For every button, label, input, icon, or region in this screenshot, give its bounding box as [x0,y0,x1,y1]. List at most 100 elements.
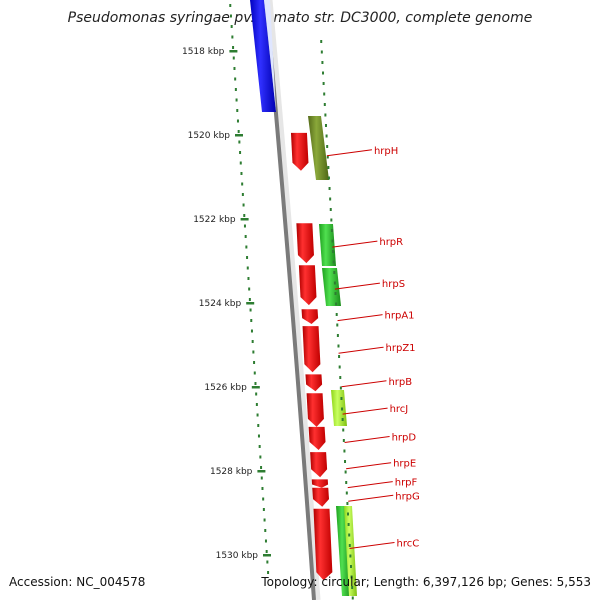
kbp-tick-label: 1528 kbp [210,467,253,477]
scale-dot [252,350,255,354]
scale-dot [347,523,350,526]
scale-dot [320,50,323,54]
gene-label-hrcJ: hrcJ [390,404,409,415]
scale-dot [231,35,234,39]
scale-dot [232,46,235,49]
scale-dot [262,497,265,501]
kbp-tick-label: 1518 kbp [182,47,225,57]
scale-dot [257,424,260,427]
scale-dot [330,218,333,222]
scale-dot [348,533,351,537]
scale-dot [322,82,325,85]
gene-hrpA1[interactable] [301,309,319,324]
scale-dot [255,392,258,396]
scale-dot [332,250,335,253]
gene-hrpG[interactable] [312,487,330,507]
scale-dot [237,130,240,133]
scale-dot [339,376,342,379]
scale-dot [329,197,332,201]
gene-hrpB[interactable] [305,374,323,392]
scale-dot [236,119,239,123]
gene-hrpR[interactable] [296,223,314,264]
scale-dot [336,334,339,337]
scale-dot [264,529,267,532]
gene-hrpH[interactable] [290,132,309,171]
gene-label-hrpF: hrpF [395,478,418,489]
backbone-shadow [265,0,321,600]
scale-dot [347,512,350,516]
gene-hrpE[interactable] [310,452,328,478]
accession-label: Accession: NC_004578 [9,575,146,589]
scale-dot [240,172,243,175]
gene-hrcC[interactable] [313,508,333,581]
scale-dot [241,182,244,186]
gene-label-hrpR: hrpR [379,237,403,248]
gene-hrpD[interactable] [308,426,326,450]
scale-dot [244,235,247,238]
scale-dot [255,403,258,406]
scale-dot [348,544,351,547]
blast-hit-hrpH [308,116,329,180]
scale-dot [235,98,238,102]
scale-dot [335,302,338,306]
scale-dot [344,470,347,474]
scale-dot [343,449,346,453]
scale-dot [349,554,352,558]
scale-dot [342,439,345,442]
scale-dot [259,455,262,459]
gene-hrpS[interactable] [298,265,317,306]
scale-dot [253,361,256,364]
gene-label-leader [341,380,387,388]
scale-dot [238,140,241,144]
kbp-tick-mark [251,386,260,389]
scale-dot [341,407,344,411]
scale-dot [264,539,267,543]
blast-hit-hrcC-a [336,506,351,596]
scale-dot [321,61,324,64]
scale-dot [258,445,261,448]
scale-dot [325,134,328,138]
scale-dot [327,166,330,169]
kbp-tick-label: 1520 kbp [188,131,231,141]
gene-hrpZ1[interactable] [302,326,321,373]
scale-dot [234,77,237,81]
scale-dot [256,413,259,417]
scale-dot [340,397,343,400]
scale-dot [350,575,353,579]
kbp-tick-mark [263,554,271,557]
scale-dot [339,386,342,390]
scale-dot [337,344,340,348]
scale-dot [253,371,256,375]
scale-dot [335,313,338,316]
scale-dot [243,224,246,228]
gene-hrpF[interactable] [311,479,329,488]
scale-dot [265,550,268,553]
gene-hrcJ[interactable] [306,393,324,427]
scale-dot [234,88,237,91]
gene-track [290,132,333,581]
kbp-tick-mark [240,218,249,221]
scale-dot [327,176,330,180]
scale-dot [239,151,242,154]
scale-dot [250,319,253,322]
scale-dot [349,565,352,568]
kbp-tick-label: 1524 kbp [199,299,242,309]
scale-dot [241,193,244,196]
scale-dot [333,281,336,285]
scale-dot [323,92,326,96]
scale-dot [246,266,249,270]
scale-dot [351,586,354,589]
scale-dot [242,203,245,207]
gene-label-hrpZ1: hrpZ1 [386,343,416,354]
scale-track-right [320,40,354,600]
scale-dot [322,71,325,75]
scale-dot [262,508,265,511]
gene-label-leader [332,240,378,248]
gene-label-hrpE: hrpE [393,459,416,470]
kbp-tick-mark [235,134,243,137]
scale-dot [324,124,327,127]
scale-dot [320,40,323,43]
blast-hit-hrpR [319,224,336,266]
scale-dot [334,292,337,295]
